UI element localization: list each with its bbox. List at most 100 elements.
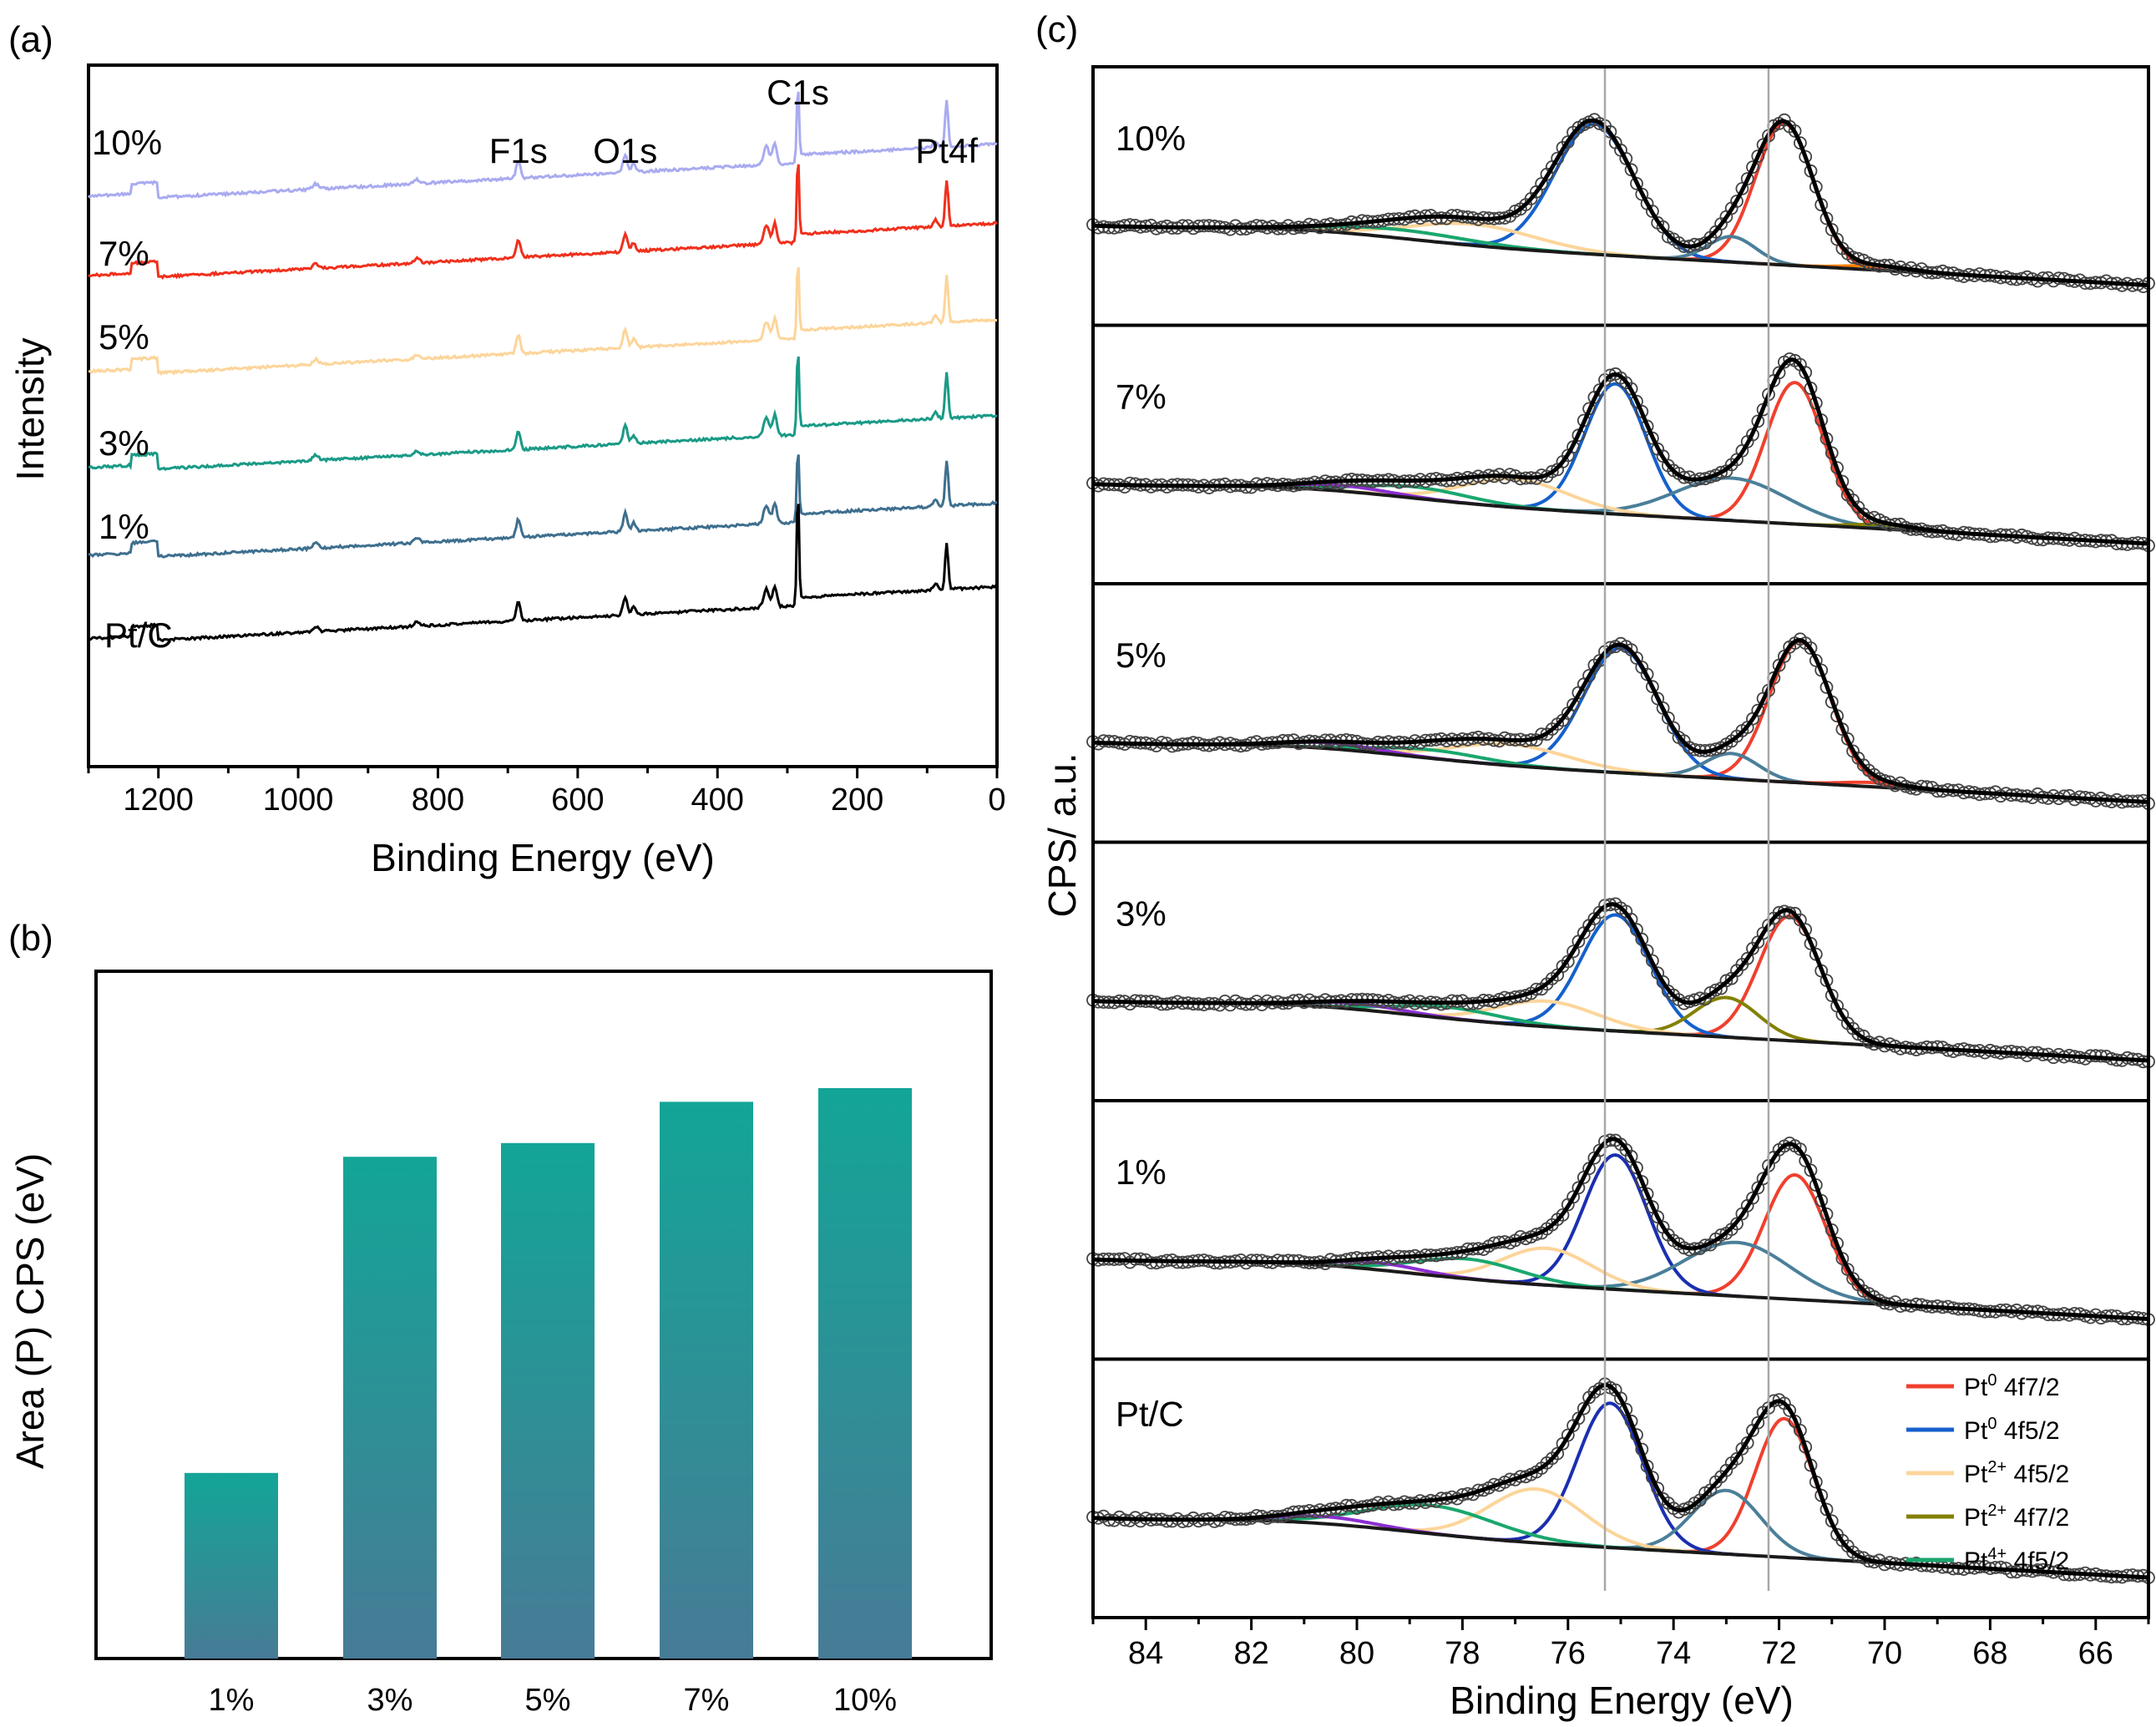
panel-c-legend-label: Pt4+ 4f5/2 [1964, 1545, 2069, 1575]
panel-a-peak-annotation: O1s [593, 131, 657, 170]
panel-c-data-point [1551, 1446, 1565, 1461]
panel-b-bar-10pct [818, 1087, 912, 1659]
panel-c-data-point [1571, 1181, 1586, 1195]
panel-c-fit-component [1667, 914, 1911, 1050]
panel-c-data-point [1635, 1175, 1649, 1188]
panel-a-survey-spectra: 1200 1000 800 600 400 200 0 10% 7% 5% 3% 1% Pt/C F1… [8, 63, 1006, 879]
panel-a-xtick-label: 600 [551, 782, 604, 818]
panel-c-xtick-label: 74 [1656, 1636, 1691, 1671]
panel-c-data-point [1646, 205, 1659, 218]
panel-c-data-point [1614, 1391, 1627, 1405]
panel-a-series-1pct [88, 454, 998, 559]
panel-c-fit-component [1678, 639, 1921, 792]
panel-c-data-point [1751, 703, 1765, 717]
panel-c-legend-label: Pt0 4f5/2 [1964, 1415, 2060, 1445]
panel-c-xtick-label: 84 [1128, 1636, 1163, 1671]
panel-c-data-point [1740, 951, 1754, 965]
panel-a-peak-annotation: F1s [489, 131, 548, 170]
panel-b-category-label: 7% [684, 1683, 730, 1718]
panel-c-data-point [1624, 913, 1638, 926]
panel-a-series-ptc [87, 504, 997, 643]
panel-c-subpanel-label: 10% [1116, 119, 1186, 158]
panel-c-data-point [1566, 697, 1580, 712]
panel-c-xtick-label: 82 [1233, 1636, 1268, 1671]
panel-c-data-point [1551, 151, 1565, 165]
panel-c-ylabel: CPS/ a.u. [1040, 753, 1084, 918]
panel-c-data-point [1656, 220, 1670, 234]
panel-c-data-points [1086, 1133, 2155, 1326]
panel-c-data-point [1714, 1228, 1728, 1242]
panel-c-data-point [1751, 414, 1765, 428]
panel-c-subpanel-label: Pt/C [1116, 1395, 1184, 1434]
panel-b-bar-3pct [343, 1157, 437, 1659]
panel-c-xtick-label: 78 [1445, 1636, 1480, 1671]
panel-c-subpanel-10pct: 10% [1086, 113, 2155, 294]
panel-c-data-point [1714, 465, 1728, 479]
panel-b-area-bars: 1% 3% 5% 7% 10% Area (P) CPS (eV) [8, 970, 993, 1718]
panel-c-data-point [1651, 1481, 1665, 1496]
panel-c-subpanel-1pct: 1% [1086, 1099, 2155, 1326]
panel-b-bar-1pct [185, 1472, 278, 1659]
panel-c-data-point [1751, 1416, 1765, 1430]
panel-a-series-10pct [87, 91, 998, 200]
panel-c-data-point [1783, 1404, 1797, 1417]
panel-c-data-points [1086, 632, 2155, 811]
panel-a-series-label: 5% [99, 317, 149, 357]
panel-c-legend-label: Pt2+ 4f7/2 [1964, 1502, 2069, 1532]
panel-c-envelope [1092, 902, 2149, 1063]
panel-c-envelope [1092, 357, 2149, 546]
panel-c-data-point [1656, 701, 1670, 715]
panel-a-peak-annotation: Pt4f [915, 131, 978, 170]
panel-a-peak-annotation: C1s [767, 73, 829, 112]
panel-c-data-point [1772, 366, 1786, 380]
panel-c-legend-label: Pt0 4f7/2 [1964, 1371, 2060, 1401]
panel-a-series-7pct [88, 164, 999, 281]
panel-label-b: (b) [8, 918, 53, 959]
panel-c-envelope [1092, 637, 2149, 804]
panel-c-data-point [1772, 905, 1786, 919]
panel-a-xtick-label: 800 [412, 782, 464, 818]
panel-c-subpanel-7pct: 7% [1086, 323, 2155, 553]
panel-c-data-point [1793, 1142, 1807, 1156]
panel-c-data-point [1646, 680, 1659, 694]
panel-b-category-label: 10% [833, 1683, 897, 1718]
panel-c-data-point [1730, 195, 1744, 208]
panel-c-data-point [1651, 1210, 1665, 1224]
panel-c-data-point [1582, 669, 1596, 682]
panel-b-category-label: 3% [367, 1683, 413, 1718]
panel-b-bar-7pct [660, 1102, 753, 1659]
panel-c-xtick-label: 68 [1972, 1636, 2007, 1671]
panel-b-bar-5pct [501, 1142, 595, 1659]
panel-c-fit-component [1678, 380, 1911, 533]
panel-c-data-point [1619, 1402, 1633, 1416]
panel-c-data-point [1556, 1208, 1570, 1222]
panel-c-data-point [1730, 1451, 1744, 1466]
panel-c-fit-component [1479, 1401, 1741, 1557]
panel-c-subpanel-label: 5% [1116, 636, 1167, 675]
panel-a-series-label: 10% [92, 123, 162, 162]
panel-a-xtick-label: 400 [691, 782, 744, 818]
panel-c-data-point [1640, 1187, 1654, 1201]
panel-c-subpanel-label: 7% [1116, 377, 1167, 417]
panel-a-ylabel: Intensity [8, 337, 52, 480]
panel-a-xtick-label: 0 [988, 782, 1005, 818]
panel-c-envelope [1092, 1137, 2149, 1321]
panel-c-xlabel: Binding Energy (eV) [1450, 1679, 1794, 1722]
panel-c-data-point [1577, 1401, 1591, 1416]
panel-label-a: (a) [8, 19, 53, 60]
panel-a-frame [87, 63, 999, 768]
panel-b-ylabel: Area (P) CPS (eV) [8, 1153, 52, 1469]
panel-c-data-point [1571, 1411, 1586, 1426]
panel-c-subpanel-3pct: 3% [1086, 840, 2155, 1069]
panel-c-xtick-label: 66 [2078, 1636, 2113, 1671]
panel-c-data-point [1835, 474, 1850, 489]
panel-a-series-3pct [88, 356, 998, 471]
panel-c-data-point [1730, 1217, 1744, 1231]
panel-c-envelope [1092, 118, 2149, 287]
panel-c-subpanel-label: 1% [1116, 1152, 1167, 1192]
panel-c-xtick-label: 76 [1551, 1636, 1586, 1671]
panel-c-data-point [1630, 394, 1643, 408]
panel-c-xtick-label: 70 [1867, 1636, 1902, 1671]
panel-c-envelope [1092, 1382, 2149, 1580]
